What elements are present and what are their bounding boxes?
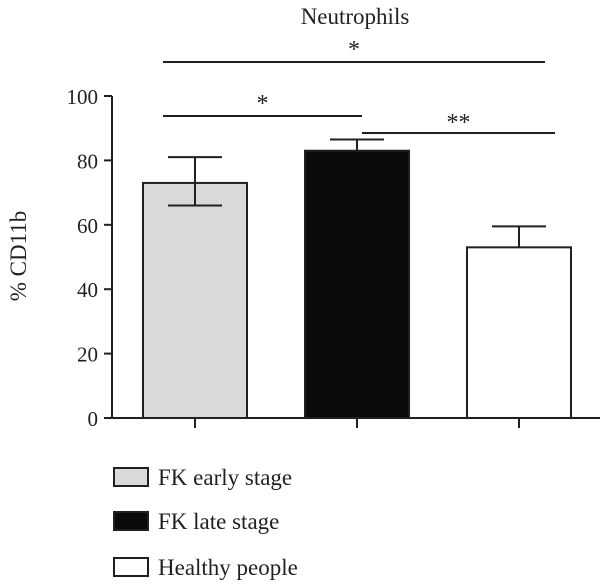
- significance-label-3: **: [447, 110, 471, 136]
- y-tick-label: 20: [77, 343, 98, 367]
- y-tick-label: 60: [77, 214, 98, 238]
- y-tick-label: 0: [88, 407, 99, 431]
- legend-swatch-2: [113, 511, 149, 531]
- legend-swatch-1: [113, 467, 149, 487]
- legend-swatch-3: [113, 557, 149, 577]
- legend: FK early stage FK late stage Healthy peopl…: [113, 465, 298, 580]
- significance-label-2: *: [257, 91, 269, 117]
- legend-label-1: FK early stage: [158, 465, 292, 490]
- bar-2: [304, 149, 410, 420]
- legend-label-2: FK late stage: [158, 509, 279, 534]
- bar-3: [466, 246, 572, 419]
- legend-label-3: Healthy people: [158, 555, 298, 580]
- y-tick-label: 80: [77, 149, 98, 173]
- significance-label-1: *: [348, 37, 360, 63]
- y-axis-label: % CD11b: [6, 211, 31, 302]
- bar-1: [142, 181, 248, 419]
- y-tick-label: 40: [77, 278, 98, 302]
- y-tick-label: 100: [67, 85, 99, 109]
- chart-title: Neutrophils: [301, 4, 410, 29]
